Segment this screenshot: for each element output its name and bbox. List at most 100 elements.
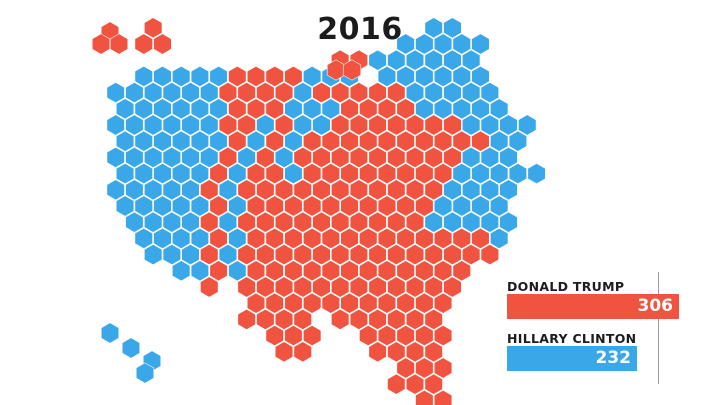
hex-republican [387,308,406,330]
hex-republican [256,244,275,266]
hex-republican [387,373,406,395]
hex-republican [218,82,238,104]
hex-democrat [508,130,528,152]
hex-republican [265,130,284,152]
hex-democrat [499,146,518,168]
hex-democrat [172,130,191,152]
hex-democrat [284,98,303,120]
hex-democrat [121,337,141,359]
hex-republican [452,227,471,249]
hex-republican [424,244,443,266]
hex-republican [274,276,294,298]
hex-republican [424,179,443,201]
hex-democrat [499,179,518,201]
hex-democrat [172,195,191,217]
hex-republican [340,195,359,217]
hex-republican [330,114,350,136]
candidate-name-clinton: HILLARY CLINTON [507,331,637,346]
hex-republican [480,244,500,266]
hex-republican [302,260,322,282]
hex-republican [246,227,266,249]
hex-democrat [153,98,172,120]
hex-republican [134,33,153,55]
hex-republican [387,341,406,363]
hex-democrat [153,65,172,87]
hex-republican [246,292,266,314]
hex-democrat [172,163,191,185]
hex-republican [302,227,322,249]
hex-democrat [181,179,200,201]
hex-republican [368,211,387,233]
hex-republican [228,98,247,120]
hex-republican [274,114,294,136]
hex-republican [396,130,415,152]
hex-republican [274,308,294,330]
hex-republican [424,373,443,395]
hex-republican [246,195,266,217]
hex-republican [405,211,425,233]
hex-democrat [209,130,228,152]
hex-republican [256,82,275,104]
hex-democrat [218,244,238,266]
hex-democrat [125,82,144,104]
hex-democrat [489,227,509,249]
hex-democrat [228,163,247,185]
hex-democrat [424,82,443,104]
hex-democrat [274,146,294,168]
hex-republican [433,163,453,185]
hex-republican [237,179,256,201]
hex-republican [200,276,219,298]
hex-democrat [153,227,172,249]
hex-democrat [246,130,266,152]
hex-democrat [461,179,481,201]
hex-republican [424,276,443,298]
hex-democrat [190,65,209,87]
hex-democrat [480,114,500,136]
hex-republican [377,195,397,217]
hex-republican [387,244,406,266]
map-title: 2016 [317,12,403,47]
hex-democrat [115,130,135,152]
hex-democrat [443,179,462,201]
hex-democrat [144,179,163,201]
hex-democrat [396,65,415,87]
hex-democrat [237,146,256,168]
hex-republican [256,276,275,298]
hex-republican [340,98,359,120]
hex-republican [443,146,462,168]
hex-republican [274,341,294,363]
hex-democrat [144,114,163,136]
hex-democrat [433,98,453,120]
hex-democrat [153,130,172,152]
hex-republican [424,341,443,363]
hex-republican [312,179,331,201]
hex-democrat [144,82,163,104]
hex-republican [359,260,378,282]
hex-republican [405,373,425,395]
hex-republican [321,227,341,249]
hex-democrat [190,227,209,249]
hex-democrat [228,260,247,282]
hex-democrat [471,163,490,185]
hex-democrat [106,146,125,168]
hex-democrat [489,163,509,185]
hex-democrat [452,195,471,217]
hex-republican [359,163,378,185]
hex-democrat [489,98,509,120]
hex-republican [396,98,415,120]
hex-democrat [162,179,181,201]
hex-republican [256,211,275,233]
hex-democrat [200,82,219,104]
hex-democrat [480,146,500,168]
hex-republican [330,244,350,266]
hex-republican [293,211,312,233]
hex-democrat [181,211,200,233]
hex-republican [377,260,397,282]
hex-democrat [209,98,228,120]
hex-republican [274,82,294,104]
hex-democrat [190,260,209,282]
hex-republican [368,82,387,104]
hex-republican [321,130,341,152]
hex-democrat [377,65,397,87]
